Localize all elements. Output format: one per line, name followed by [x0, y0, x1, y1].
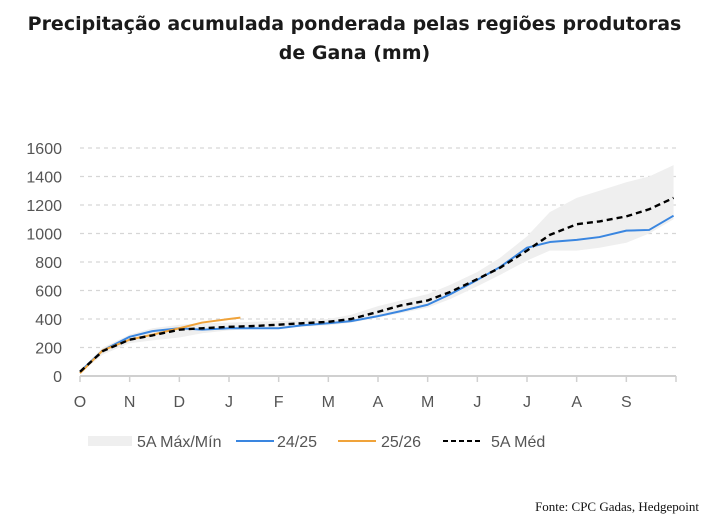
band-5a-max-min [80, 165, 674, 374]
y-tick-label: 600 [35, 284, 62, 301]
y-tick-label: 0 [53, 369, 62, 386]
x-tick-label: D [174, 394, 186, 411]
chart-title-line-1: Precipitação acumulada ponderada pelas r… [27, 13, 682, 35]
y-tick-label: 1400 [26, 170, 62, 187]
source-note: Fonte: CPC Gadas, Hedgepoint [535, 499, 699, 514]
series-line-5a-m-d [79, 196, 675, 373]
x-tick-label: M [421, 394, 434, 411]
y-tick-label: 1200 [26, 198, 62, 215]
chart-title-line-2: de Gana (mm) [278, 42, 431, 64]
y-tick-label: 1600 [26, 141, 62, 158]
y-tick-label: 400 [35, 312, 62, 329]
x-tick-label: A [571, 394, 582, 411]
x-tick-label: A [373, 394, 384, 411]
y-tick-label: 800 [35, 255, 62, 272]
y-tick-label: 200 [35, 341, 62, 358]
series-line-24-25 [79, 214, 675, 373]
x-tick-label: N [124, 394, 136, 411]
x-tick-label: J [523, 394, 531, 411]
chart-title: Precipitação acumulada ponderada pelas r… [0, 10, 709, 68]
x-tick-label: M [322, 394, 335, 411]
y-tick-label: 1000 [26, 227, 62, 244]
legend-label: 5A Máx/Mín [137, 434, 221, 451]
x-tick-label: J [225, 394, 233, 411]
legend-swatch-band [88, 436, 132, 446]
x-tick-label: O [74, 394, 86, 411]
legend-label: 5A Méd [491, 434, 545, 451]
legend-label: 25/26 [381, 434, 421, 451]
x-tick-label: J [473, 394, 481, 411]
x-tick-label: S [621, 394, 632, 411]
x-tick-label: F [274, 394, 284, 411]
legend-label: 24/25 [277, 434, 317, 451]
